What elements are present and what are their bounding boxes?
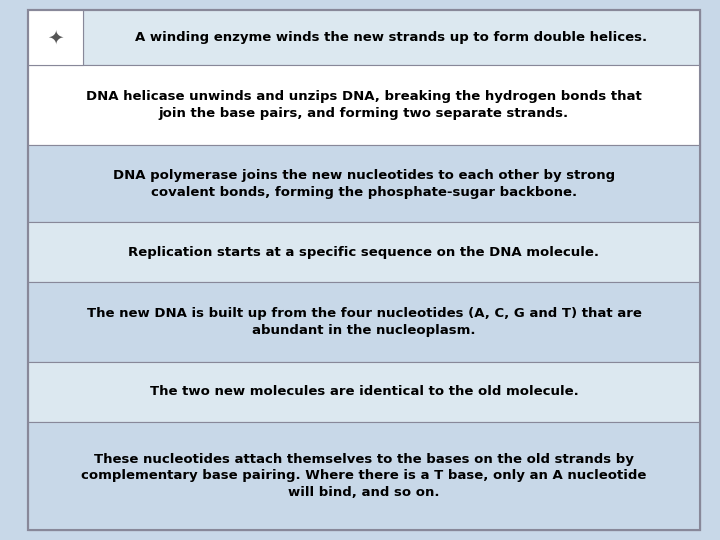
FancyBboxPatch shape [28,10,700,530]
FancyBboxPatch shape [28,222,700,282]
FancyBboxPatch shape [28,10,83,65]
Text: These nucleotides attach themselves to the bases on the old strands by
complemen: These nucleotides attach themselves to t… [81,453,647,499]
FancyBboxPatch shape [28,362,700,422]
FancyBboxPatch shape [28,422,700,530]
Text: The new DNA is built up from the four nucleotides (A, C, G and T) that are
abund: The new DNA is built up from the four nu… [86,307,642,337]
Text: The two new molecules are identical to the old molecule.: The two new molecules are identical to t… [150,386,578,399]
Text: DNA helicase unwinds and unzips DNA, breaking the hydrogen bonds that
join the b: DNA helicase unwinds and unzips DNA, bre… [86,91,642,120]
FancyBboxPatch shape [83,10,700,65]
FancyBboxPatch shape [28,65,700,145]
FancyBboxPatch shape [28,282,700,362]
FancyBboxPatch shape [28,145,700,222]
Text: ✦: ✦ [48,28,63,47]
Text: Replication starts at a specific sequence on the DNA molecule.: Replication starts at a specific sequenc… [128,246,600,259]
Text: DNA polymerase joins the new nucleotides to each other by strong
covalent bonds,: DNA polymerase joins the new nucleotides… [113,169,615,199]
Text: A winding enzyme winds the new strands up to form double helices.: A winding enzyme winds the new strands u… [135,31,647,44]
